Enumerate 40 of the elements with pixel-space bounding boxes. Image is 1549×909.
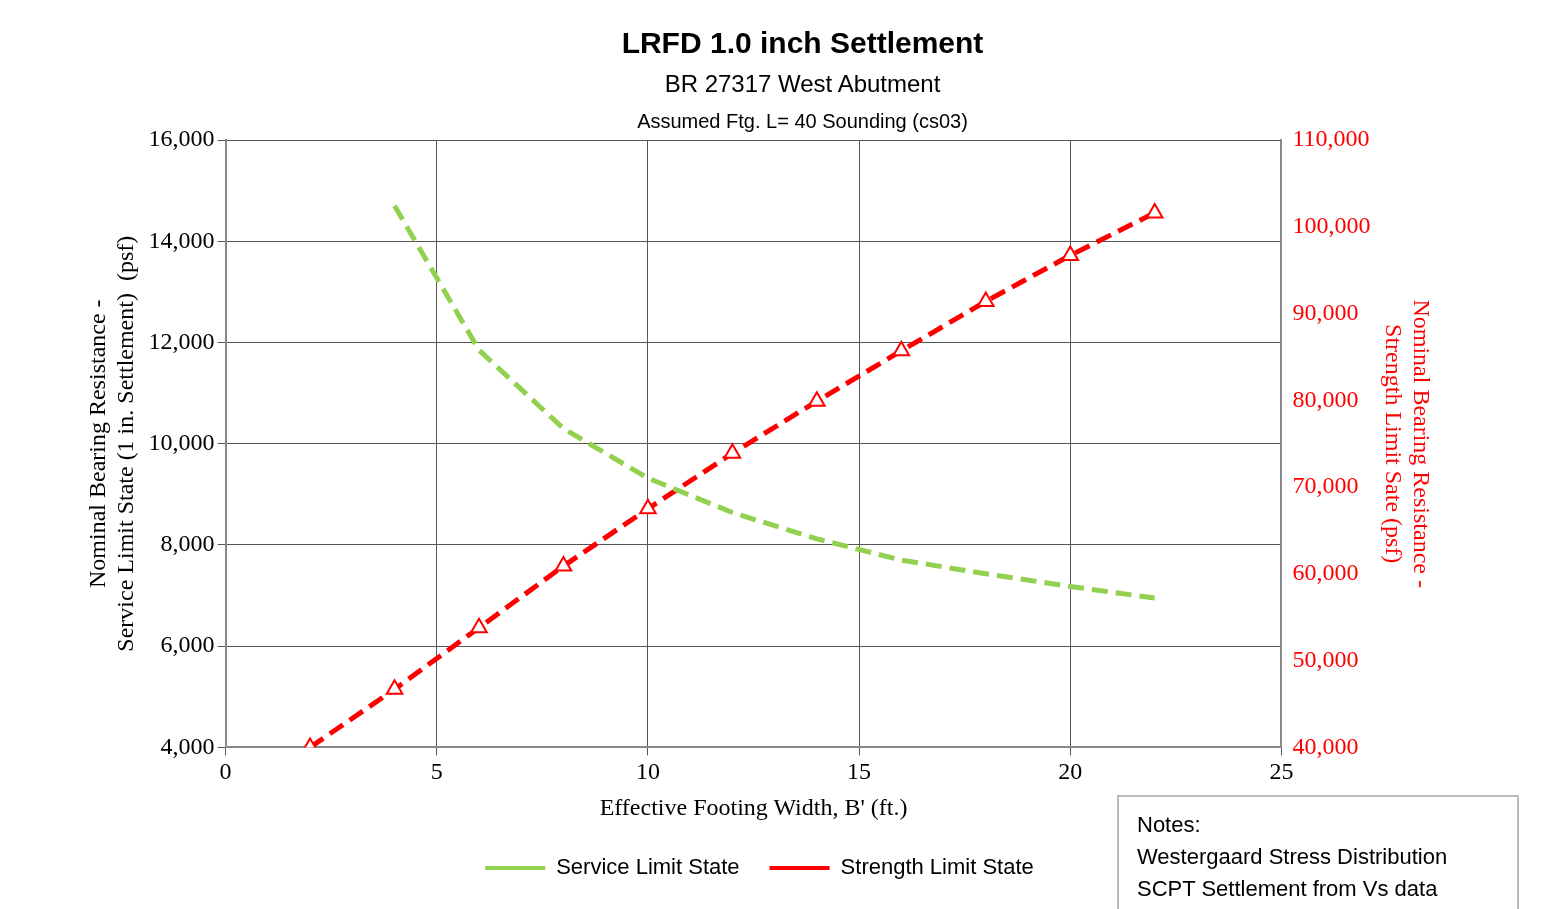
point — [554, 556, 573, 572]
point — [892, 340, 911, 357]
text: Notes: Westergaard Stress Distribution SCPT Settlement from Vs data — [1117, 795, 1519, 909]
x-axis-title: Effective Footing Width, B' (ft.) — [599, 793, 908, 820]
x-tick-label: 10 — [635, 758, 660, 785]
y-axis-title: Nominal Bearing Resistance - Service Limit State (1 in. Settlement) (psf) — [83, 235, 139, 652]
legend-label: Service Limit State — [556, 854, 740, 880]
y-tick-label: 14,000 — [148, 226, 215, 253]
y2-tick-label: 60,000 — [1292, 559, 1359, 586]
y2-axis-title: Nominal Bearing Resistance - Strength Limit Sate (psf) — [1380, 299, 1436, 588]
y-tick-label: 16,000 — [148, 125, 215, 152]
point — [385, 679, 404, 695]
y2-tick-label: 70,000 — [1292, 472, 1359, 499]
legend-label: Strength Limit State — [840, 854, 1034, 880]
x-tick-label: 25 — [1269, 758, 1294, 785]
y-tick-label: 10,000 — [148, 429, 215, 455]
point — [470, 617, 488, 634]
y2-tick-label: 90,000 — [1292, 298, 1359, 325]
x-tick-label: 5 — [430, 758, 443, 785]
point — [1061, 245, 1080, 261]
y2-tick-label: 40,000 — [1292, 732, 1359, 759]
y2-tick-label: 100,000 — [1292, 212, 1371, 239]
y-tick-label: 6,000 — [160, 631, 215, 658]
x-tick-label: 0 — [219, 758, 232, 785]
text: Assumed Ftg. L= 40 Sounding (cs03) — [637, 110, 968, 132]
point — [1145, 202, 1164, 219]
point — [808, 391, 826, 407]
point — [976, 291, 995, 307]
y2-tick-label: 80,000 — [1292, 385, 1359, 412]
y2-tick-label: 110,000 — [1292, 125, 1370, 152]
point — [723, 443, 742, 459]
point — [639, 498, 657, 515]
x-tick-label: 20 — [1058, 758, 1083, 785]
y-tick-label: 8,000 — [160, 530, 215, 557]
y2-tick-label: 50,000 — [1292, 645, 1359, 672]
x-tick-label: 15 — [847, 758, 872, 785]
y-tick-label: 12,000 — [148, 327, 215, 354]
y-tick-label: 4,000 — [160, 732, 215, 759]
chart-title: LRFD 1.0 inch Settlement — [620, 26, 985, 60]
chart-subtitle: BR 27317 West Abutment — [663, 70, 942, 98]
